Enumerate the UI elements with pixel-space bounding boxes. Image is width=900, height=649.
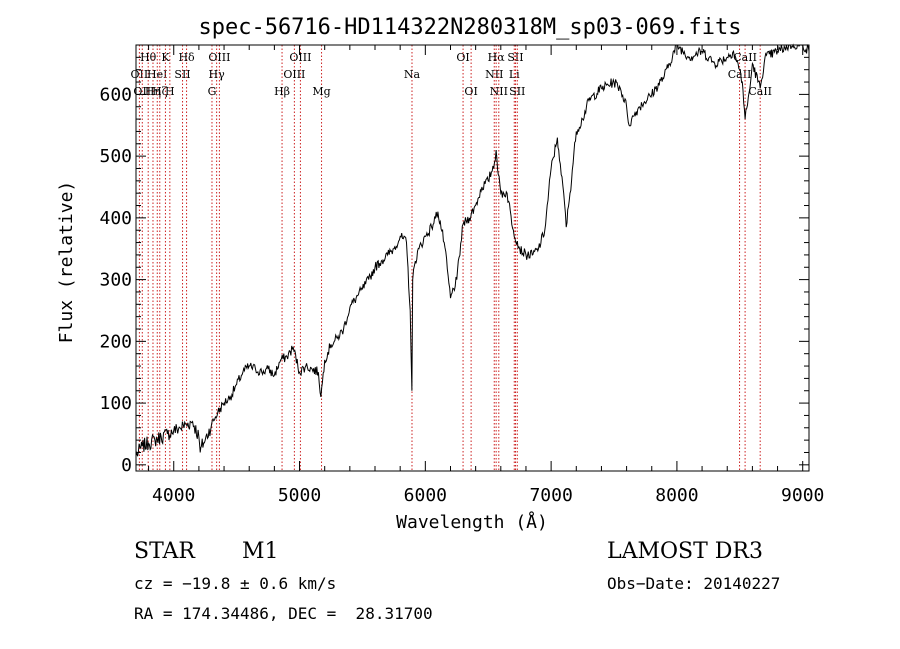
x-tick-label: 6000 [404,485,447,506]
y-tick-label: 200 [99,331,132,352]
line-marker-label: OIII [283,68,305,81]
line-marker-label: OI [464,85,477,98]
line-marker-label: K [161,51,170,64]
line-marker-label: SII [507,51,523,64]
flux-line [135,43,810,457]
y-axis-label: Flux (relative) [56,181,77,344]
redshift-velocity: cz = −19.8 ± 0.6 km/s [134,574,337,593]
chart-title: spec-56716-HD114322N280318M_sp03-069.fit… [198,15,741,40]
line-marker-label: Hδ [178,51,195,64]
x-tick-label: 5000 [278,485,321,506]
y-tick-label: 500 [99,146,132,167]
line-marker-label: Mg [312,85,330,98]
coordinates: RA = 174.34486, DEC = 28.31700 [134,604,433,623]
x-tick-label: 7000 [529,485,572,506]
line-marker-label: HeI [147,68,167,81]
y-tick-label: 300 [99,270,132,291]
line-marker-label: H [165,85,175,98]
line-marker-label: Hζ [152,85,168,98]
emission-line-markers: OIIOIIHθHηHeIHζKHSIIHδGHγOIIIHβOIIIOIIIM… [131,45,772,471]
line-marker-label: Hα [488,51,506,64]
y-tick-label: 400 [99,208,132,229]
survey-name: LAMOST DR3 [607,539,763,564]
line-marker-label: Li [509,68,520,81]
plot-frame [135,44,810,472]
line-marker-label: NII [485,68,503,81]
object-class: STAR [134,539,195,564]
x-tick-label: 4000 [152,485,195,506]
observation-date: Obs−Date: 20140227 [607,574,781,593]
line-marker-label: OII [131,68,149,81]
y-tick-label: 0 [121,455,132,476]
line-marker-label: Hθ [140,51,157,64]
line-marker-label: CaII [733,51,757,64]
line-marker-label: Hγ [209,68,226,81]
y-tick-label: 600 [99,84,132,105]
line-marker-label: CaII [748,85,772,98]
line-marker-label: OIII [289,51,311,64]
line-marker-label: SII [174,68,190,81]
x-tick-label: 8000 [655,485,698,506]
line-marker-label: OIII [208,51,230,64]
line-marker-label: NII [490,85,508,98]
line-marker-label: Na [404,68,421,81]
flux-series [135,43,810,457]
line-marker-label: SII [509,85,525,98]
line-marker-label: G [208,85,217,98]
axis-ticks: 4000 5000 6000 7000 8000 9000 0 100 200 300 400 500… [99,45,824,506]
x-axis-label: Wavelength (Å) [396,511,548,533]
line-marker-label: Hβ [274,85,290,98]
object-subclass: M1 [242,539,279,564]
x-tick-label: 9000 [781,485,824,506]
y-tick-label: 100 [99,393,132,414]
line-marker-label: OI [456,51,469,64]
